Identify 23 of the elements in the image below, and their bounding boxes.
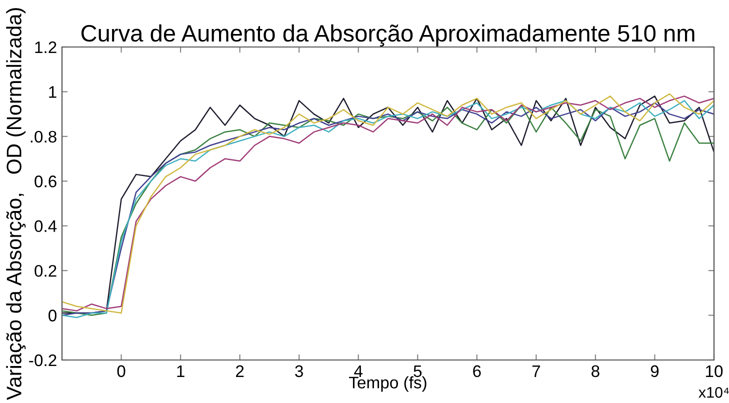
x-tick-label: 4 <box>354 365 363 377</box>
x-tick-label: 6 <box>473 365 481 378</box>
x-tick-label: 7 <box>532 365 540 377</box>
y-tick-label: .0.8 <box>30 130 56 143</box>
x-tick-label: 2 <box>236 365 244 377</box>
chart-title: Curva de Aumento da Absorção Aproximadamente 510 nm <box>81 24 694 46</box>
x-tick-label: 10 <box>706 365 723 378</box>
x-tick-label: 1 <box>177 365 184 377</box>
y-tick-label: 0.4 <box>34 220 57 232</box>
x-tick-label: 5 <box>414 365 422 378</box>
y-tick-label: 0 <box>48 310 56 322</box>
text: x10⁴ <box>698 387 729 398</box>
x-axis-title: Tempo (fs) <box>349 376 426 392</box>
x-tick-label: 0 <box>117 365 126 378</box>
y-tick-label: 1.2 <box>35 41 56 54</box>
x-tick-label: 3 <box>295 365 303 378</box>
y-tick-label: 0.6 <box>34 176 56 188</box>
y-tick-label: 1 <box>49 86 56 98</box>
x-tick-label: 9 <box>650 365 659 378</box>
x-tick-label: 8 <box>592 365 600 378</box>
y-axis-title: Variação da Absorção, OD (Normalizada) <box>6 8 26 400</box>
y-tick-label: -0.2 <box>29 354 56 366</box>
y-tick-label: 0.2 <box>34 264 56 277</box>
